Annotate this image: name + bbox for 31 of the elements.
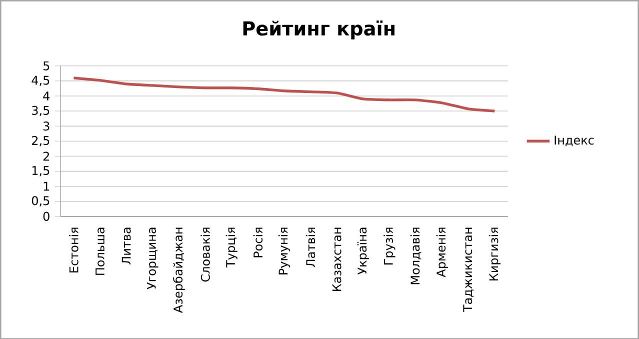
y-tick-label: 3 [43,121,50,130]
y-tick-label: 3,5 [32,106,50,116]
x-tick-label: Росія [253,227,263,257]
chart-title: Рейтинг країн [243,20,394,40]
y-tick-label: 0,5 [32,196,50,206]
y-tick-label: 2 [43,151,49,160]
x-tick-label: Угорщина [147,228,158,290]
line-series [72,76,496,112]
y-tick-label: 5 [43,61,50,70]
x-tick-label: Грузія [384,227,396,264]
x-tick-label: Словакія [200,227,210,282]
x-tick-label: Естонія [69,227,78,272]
y-tick-label: 4,5 [32,76,50,86]
x-tick-label: Румунія [278,227,290,274]
y-tick-label: 0 [43,212,50,221]
x-tick-label: Польша [96,228,104,275]
x-tick-label: Арменія [436,227,448,277]
x-tick-label: Казахстан [332,228,342,291]
x-tick-label: Таджикистан [463,228,474,312]
x-tick-label: Киргизія [488,227,501,280]
x-tick-label: Турція [226,227,238,268]
x-tick-label: Азербайджан [173,228,185,313]
y-tick-label: 1,5 [32,166,50,176]
x-tick-label: Латвія [306,227,316,267]
x-tick-label: Україна [357,228,369,274]
legend-label: Індекс [554,136,594,146]
x-tick-label: Литва [122,228,131,264]
y-tick-label: 1 [44,182,50,190]
y-tick-label: 4 [43,91,50,100]
x-tick-label: Молдавія [410,227,422,284]
y-tick-label: 2,5 [32,136,50,146]
